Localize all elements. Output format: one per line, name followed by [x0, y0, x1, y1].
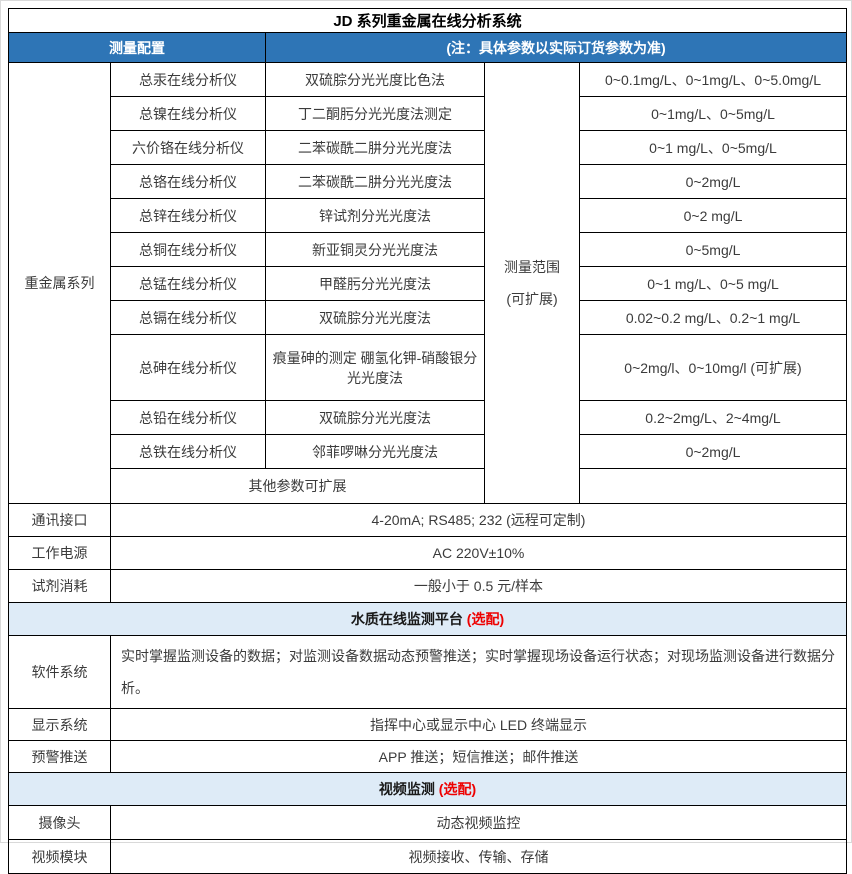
instrument-cell: 总汞在线分析仪 — [110, 62, 266, 97]
spec-label: 工作电源 — [8, 536, 111, 570]
range-header-line2: (可扩展) — [506, 291, 558, 307]
header-measure-config: 测量配置 — [8, 32, 266, 63]
instrument-cell: 总镉在线分析仪 — [110, 300, 266, 335]
range-cell: 0.2~2mg/L、2~4mg/L — [579, 400, 847, 435]
range-cell: 0~1 mg/L、0~5 mg/L — [579, 266, 847, 301]
spec-label: 摄像头 — [8, 805, 111, 841]
group-label-heavy-metal: 重金属系列 — [8, 62, 111, 504]
range-cell-empty — [579, 468, 847, 504]
section-header-video: 视频监测 (选配) — [8, 772, 847, 807]
spec-document: JD 系列重金属在线分析系统 测量配置 (注：具体参数以实际订货参数为准) 重金… — [8, 8, 847, 874]
spec-value: 动态视频监控 — [110, 805, 847, 841]
spec-label: 试剂消耗 — [8, 569, 111, 603]
spec-value: 指挥中心或显示中心 LED 终端显示 — [110, 708, 847, 742]
spec-value: AC 220V±10% — [110, 536, 847, 570]
method-cell: 二苯碳酰二肼分光光度法 — [265, 130, 485, 165]
instrument-cell: 六价铬在线分析仪 — [110, 130, 266, 165]
method-cell: 二苯碳酰二肼分光光度法 — [265, 164, 485, 199]
range-cell: 0.02~0.2 mg/L、0.2~1 mg/L — [579, 300, 847, 335]
method-cell: 双硫腙分光光度法 — [265, 400, 485, 435]
range-cell: 0~0.1mg/L、0~1mg/L、0~5.0mg/L — [579, 62, 847, 97]
spec-value: 一般小于 0.5 元/样本 — [110, 569, 847, 603]
method-cell: 丁二酮肟分光光度法测定 — [265, 96, 485, 131]
instrument-cell: 总铜在线分析仪 — [110, 232, 266, 267]
range-cell: 0~2mg/l、0~10mg/l (可扩展) — [579, 334, 847, 401]
instrument-cell: 总锰在线分析仪 — [110, 266, 266, 301]
spec-value: 实时掌握监测设备的数据；对监测设备数据动态预警推送；实时掌握现场设备运行状态；对… — [110, 634, 847, 710]
instrument-cell: 总锌在线分析仪 — [110, 198, 266, 233]
range-cell: 0~1 mg/L、0~5mg/L — [579, 130, 847, 165]
spec-label: 软件系统 — [8, 634, 111, 710]
platform-section-title: 水质在线监测平台 — [350, 611, 463, 627]
method-cell: 邻菲啰啉分光光度法 — [265, 434, 485, 469]
method-cell: 锌试剂分光光度法 — [265, 198, 485, 233]
instrument-cell: 总铬在线分析仪 — [110, 164, 266, 199]
method-cell: 痕量砷的测定 硼氢化钾-硝酸银分光光度法 — [265, 334, 485, 401]
video-optional-badge: (选配) — [438, 781, 477, 798]
method-cell: 新亚铜灵分光光度法 — [265, 232, 485, 267]
range-column-header: 测量范围 (可扩展) — [484, 62, 580, 504]
range-cell: 0~2mg/L — [579, 164, 847, 199]
instrument-cell: 总铅在线分析仪 — [110, 400, 266, 435]
spec-label: 预警推送 — [8, 740, 111, 774]
instrument-cell: 总镍在线分析仪 — [110, 96, 266, 131]
method-cell: 甲醛肟分光光度法 — [265, 266, 485, 301]
spec-table: JD 系列重金属在线分析系统 测量配置 (注：具体参数以实际订货参数为准) 重金… — [8, 8, 847, 874]
instrument-cell: 总铁在线分析仪 — [110, 434, 266, 469]
platform-optional-badge: (选配) — [466, 611, 505, 627]
range-cell: 0~5mg/L — [579, 232, 847, 267]
spec-label: 视频模块 — [8, 839, 111, 874]
video-section-title: 视频监测 — [378, 781, 435, 798]
header-note: (注：具体参数以实际订货参数为准) — [265, 32, 847, 63]
series-footer-cell: 其他参数可扩展 — [110, 468, 485, 504]
spec-value: 4-20mA; RS485; 232 (远程可定制) — [110, 503, 847, 537]
spec-value: 视频接收、传输、存储 — [110, 839, 847, 874]
spec-value: APP 推送；短信推送；邮件推送 — [110, 740, 847, 774]
instrument-cell: 总砷在线分析仪 — [110, 334, 266, 401]
spec-label: 通讯接口 — [8, 503, 111, 537]
range-cell: 0~2mg/L — [579, 434, 847, 469]
spec-label: 显示系统 — [8, 708, 111, 742]
range-cell: 0~2 mg/L — [579, 198, 847, 233]
method-cell: 双硫腙分光光度法 — [265, 300, 485, 335]
range-cell: 0~1mg/L、0~5mg/L — [579, 96, 847, 131]
range-header-line1: 测量范围 — [504, 258, 560, 275]
method-cell: 双硫腙分光光度比色法 — [265, 62, 485, 97]
section-header-platform: 水质在线监测平台 (选配) — [8, 602, 847, 636]
page-title: JD 系列重金属在线分析系统 — [8, 8, 847, 33]
